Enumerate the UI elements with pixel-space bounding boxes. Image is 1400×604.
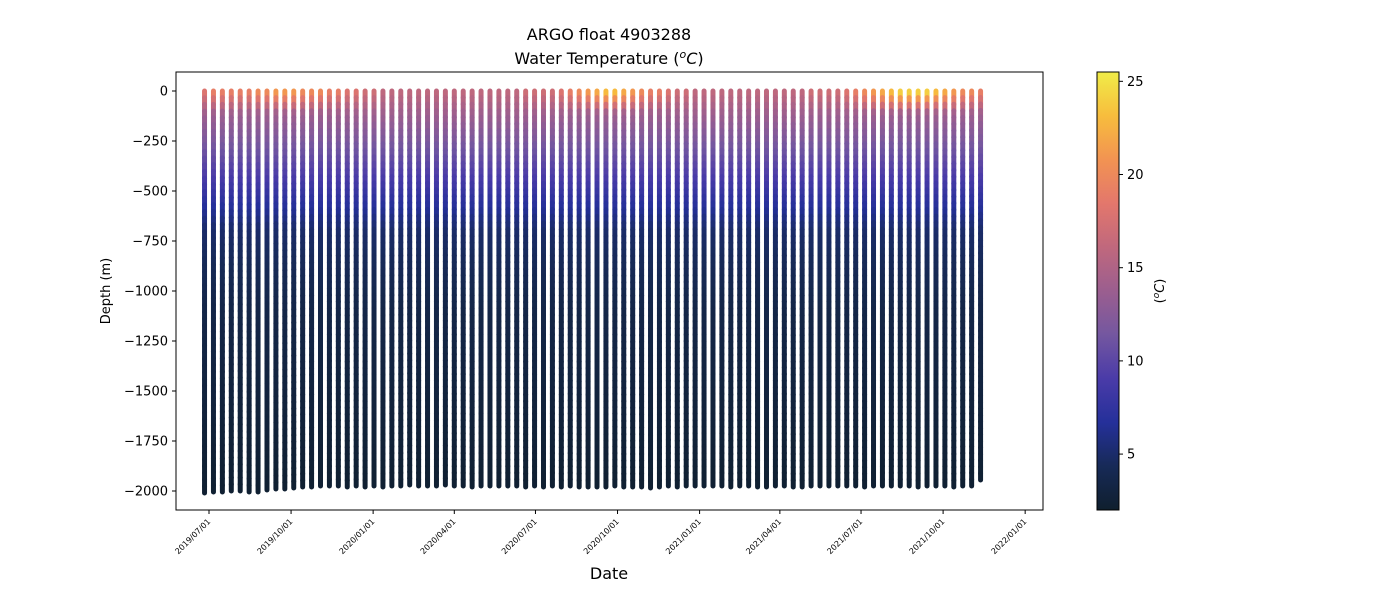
- subtitle-suffix: ): [697, 49, 703, 68]
- chart-title: ARGO float 4903288: [527, 25, 691, 44]
- profile-series: [205, 91, 981, 493]
- chart-subtitle: Water Temperature (oC): [514, 48, 703, 69]
- subtitle-prefix: Water Temperature (: [514, 49, 679, 68]
